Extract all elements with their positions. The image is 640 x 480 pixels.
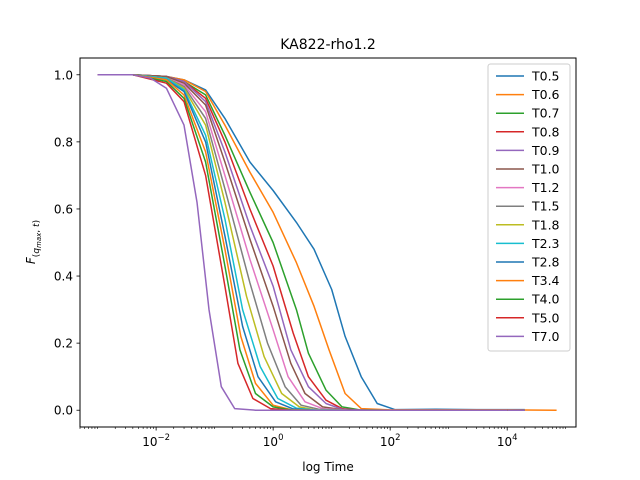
- y-axis: 0.0 0.2 0.4 0.6 0.8 1.0: [54, 68, 80, 418]
- plot-lines: [97, 74, 557, 411]
- legend-label: T0.8: [531, 124, 560, 139]
- legend-label: T1.5: [531, 199, 560, 214]
- x-axis-label: log Time: [302, 460, 353, 474]
- legend-label: T1.8: [531, 217, 560, 232]
- x-axis: 10−2 100 102 104: [79, 427, 566, 449]
- legend-label: T5.0: [531, 310, 560, 325]
- legend-label: T2.3: [531, 236, 560, 251]
- legend-label: T3.4: [531, 273, 560, 288]
- legend-label: T0.5: [531, 69, 560, 84]
- legend-label: T0.9: [531, 143, 560, 158]
- x-tick-label: 102: [380, 433, 401, 449]
- x-tick-label: 10−2: [142, 433, 170, 449]
- y-tick-label: 1.0: [54, 68, 73, 82]
- legend: T0.5 T0.6 T0.7 T0.8 T0.9 T1.0 T1.2 T1.5 T1.8 T2.3…: [487, 63, 571, 352]
- legend-label: T0.7: [531, 106, 560, 121]
- series-line-T7.0: [97, 74, 508, 411]
- y-tick-label: 0.2: [54, 337, 73, 351]
- legend-label: T0.6: [531, 87, 560, 102]
- x-tick-label: 100: [263, 433, 284, 449]
- legend-label: T4.0: [531, 292, 560, 307]
- legend-label: T7.0: [531, 329, 560, 344]
- x-tick-label: 104: [497, 433, 518, 449]
- legend-label: T1.0: [531, 162, 560, 177]
- y-tick-label: 0.0: [54, 404, 73, 418]
- y-tick-label: 0.8: [54, 135, 73, 149]
- y-axis-label: F(qmax, t): [24, 220, 43, 264]
- y-axis-label-text: F(qmax, t): [24, 220, 43, 264]
- legend-label: T2.8: [531, 255, 560, 270]
- plot-frame: [79, 57, 577, 428]
- y-tick-label: 0.6: [54, 202, 73, 216]
- y-tick-label: 0.4: [54, 270, 73, 284]
- legend-box: [487, 63, 571, 352]
- chart-title: KA822-rho1.2: [280, 37, 376, 53]
- legend-label: T1.2: [531, 180, 560, 195]
